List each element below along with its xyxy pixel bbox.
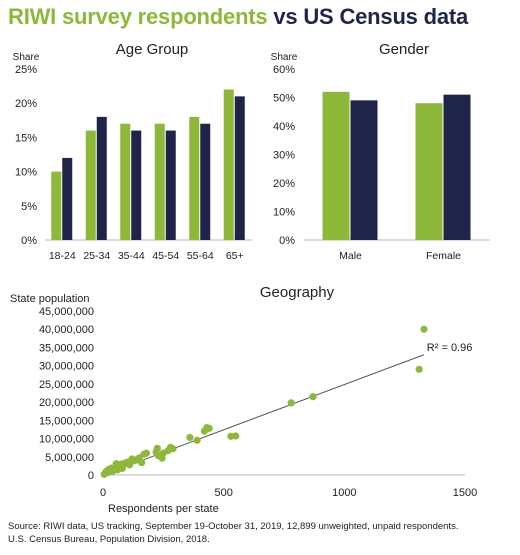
chart-title: Geography (260, 284, 335, 301)
source-line-1: Source: RIWI data, US tracking, Septembe… (8, 521, 459, 532)
y-tick-label: 40% (273, 121, 295, 133)
scatter-point (420, 325, 428, 333)
y-tick-label: 0% (279, 235, 295, 247)
y-axis-label: Share (271, 52, 298, 63)
scatter-point (100, 470, 108, 478)
y-tick-label: 0% (21, 235, 37, 247)
x-tick-label: Female (426, 250, 461, 262)
y-tick-label: 10,000,000 (39, 434, 94, 446)
y-tick-label: 20,000,000 (39, 397, 94, 409)
y-tick-label: 30,000,000 (39, 361, 94, 373)
y-tick-label: 5,000,000 (45, 452, 94, 464)
x-tick-label: Male (339, 250, 362, 262)
y-tick-label: 25,000,000 (39, 379, 94, 391)
scatter-point (200, 427, 208, 435)
scatter-point (287, 399, 295, 407)
x-tick-label: 0 (100, 487, 106, 499)
y-tick-label: 10% (273, 207, 295, 219)
bar-riwi (154, 123, 165, 240)
y-tick-label: 5% (21, 201, 37, 213)
x-tick-label: 18-24 (49, 250, 76, 262)
bar-riwi (415, 103, 443, 240)
bar-census (200, 123, 211, 240)
scatter-point (152, 448, 160, 456)
x-tick-label: 65+ (226, 250, 244, 262)
bar-riwi (322, 91, 350, 240)
bar-riwi (120, 123, 131, 240)
y-tick-label: 35,000,000 (39, 342, 94, 354)
page-title: RIWI survey respondents vs US Census dat… (8, 4, 468, 30)
bar-census (234, 96, 245, 240)
scatter-point (227, 432, 235, 440)
x-tick-label: 35-44 (118, 250, 145, 262)
r-squared-annotation: R² = 0.96 (427, 342, 473, 354)
chart-title: Age Group (116, 41, 189, 58)
title-riwi: RIWI survey respondents (8, 4, 268, 29)
y-tick-label: 60% (273, 64, 295, 76)
scatter-point (193, 436, 201, 444)
y-axis-label: State population (10, 293, 90, 305)
x-tick-label: 1000 (332, 487, 356, 499)
y-tick-label: 50% (273, 93, 295, 105)
title-census: vs US Census data (273, 4, 469, 29)
y-tick-label: 15% (15, 132, 37, 144)
trend-line (102, 354, 425, 476)
x-tick-label: 25-34 (83, 250, 110, 262)
y-tick-label: 20% (273, 178, 295, 190)
bar-census (62, 157, 73, 240)
source-note: Source: RIWI data, US tracking, Septembe… (8, 520, 458, 546)
y-tick-label: 10% (15, 167, 37, 179)
bar-riwi (223, 89, 234, 241)
bar-census (165, 130, 176, 240)
bar-census (131, 130, 142, 240)
y-tick-label: 45,000,000 (39, 306, 94, 318)
y-tick-label: 40,000,000 (39, 324, 94, 336)
scatter-point (309, 393, 317, 401)
x-tick-label: 45-54 (152, 250, 179, 262)
x-tick-label: 55-64 (187, 250, 214, 262)
y-tick-label: 0 (88, 470, 94, 482)
x-tick-label: 500 (214, 487, 232, 499)
source-line-2: U.S. Census Bureau, Population Division,… (8, 534, 210, 545)
scatter-point (415, 365, 423, 373)
bar-riwi (51, 171, 62, 240)
bar-census (443, 94, 471, 241)
bar-census (350, 100, 378, 240)
y-tick-label: 30% (273, 150, 295, 162)
x-tick-label: 1500 (453, 487, 477, 499)
bar-census (96, 116, 107, 240)
y-tick-label: 25% (15, 64, 37, 76)
scatter-point (186, 433, 194, 442)
y-tick-label: 15,000,000 (39, 415, 94, 427)
bar-riwi (189, 116, 200, 240)
y-axis-label: Share (13, 52, 40, 63)
charts-canvas: Age Group Share 0% 5% 10% 15% 20% 25% 18-24 25-34… (10, 41, 490, 515)
chart-title: Gender (379, 41, 429, 58)
x-axis-label: Respondents per state (108, 503, 219, 515)
y-tick-label: 20% (15, 98, 37, 110)
bar-riwi (85, 130, 96, 240)
